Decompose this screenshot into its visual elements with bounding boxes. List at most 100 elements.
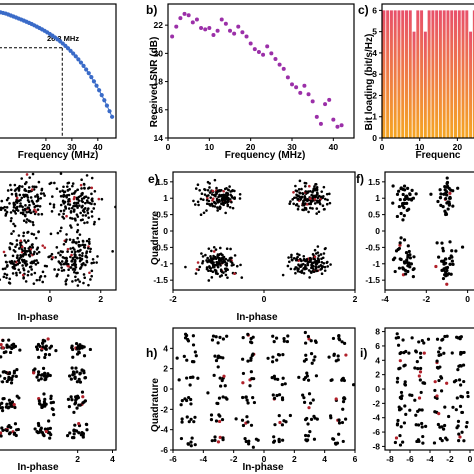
data-point-a (94, 83, 99, 88)
constellation-point-g (18, 348, 22, 352)
constellation-point-d (73, 270, 76, 274)
constellation-point-e (200, 192, 204, 196)
constellation-point-e (313, 202, 317, 205)
constellation-point-h (220, 417, 225, 422)
constellation-point-d (85, 239, 89, 243)
constellation-point-i (465, 420, 469, 425)
constellation-point-h (310, 361, 314, 365)
constellation-point-d (50, 252, 54, 256)
plot-area-h (175, 330, 355, 449)
constellation-point-f (440, 259, 444, 263)
constellation-point-d (90, 261, 93, 265)
panel-letter-h: h) (146, 346, 157, 360)
constellation-point-d (39, 274, 43, 278)
constellation-point-i (399, 351, 403, 355)
constellation-point-d (82, 281, 85, 285)
axis-label-d-x: In-phase (17, 312, 59, 323)
constellation-point-e (314, 188, 317, 192)
constellation-point-i (459, 383, 463, 387)
constellation-point-i (413, 398, 417, 402)
constellation-point-h (185, 358, 189, 362)
x-tick-label-a: 20 (41, 142, 51, 152)
constellation-point-e (313, 248, 317, 252)
constellation-point-h (249, 423, 254, 427)
constellation-point-d (48, 182, 52, 186)
constellation-point-f (402, 238, 407, 242)
constellation-point-f (404, 272, 408, 276)
constellation-point-e (228, 205, 232, 209)
data-point-b (182, 11, 187, 16)
data-point-a (91, 79, 97, 84)
constellation-point-g (80, 390, 85, 394)
constellation-point-e (194, 187, 198, 190)
constellation-point-h (307, 392, 312, 396)
constellation-point-e (230, 261, 234, 265)
constellation-point-e (309, 260, 312, 263)
constellation-point-d (56, 231, 60, 235)
y-tick-label-i: 4 (375, 355, 380, 365)
constellation-point-h (313, 355, 317, 359)
constellation-point-f (448, 196, 452, 200)
constellation-point-d (64, 282, 68, 286)
constellation-point-h (314, 374, 319, 378)
constellation-point-d (27, 186, 31, 189)
constellation-point-d (10, 192, 14, 196)
constellation-point-e (297, 205, 300, 208)
constellation-point-h (273, 377, 277, 381)
constellation-point-h (286, 334, 290, 338)
constellation-point-h (245, 398, 249, 402)
axes-frame-c (381, 3, 474, 139)
data-point-a (76, 57, 81, 62)
constellation-point-d (51, 256, 55, 259)
constellation-point-h (248, 384, 252, 388)
constellation-point-g (14, 374, 18, 378)
constellation-point-d (25, 181, 28, 184)
constellation-point-d (19, 239, 23, 243)
constellation-point-h (214, 358, 219, 363)
constellation-point-h (206, 391, 210, 395)
constellation-point-d (18, 205, 22, 208)
constellation-point-d (10, 232, 13, 236)
constellation-point-e (309, 270, 313, 274)
constellation-point-d (64, 206, 67, 209)
constellation-point-f (406, 255, 410, 259)
constellation-point-d (53, 268, 56, 271)
constellation-point-d (74, 279, 77, 282)
constellation-point-d (73, 250, 77, 254)
constellation-point-d (68, 238, 72, 241)
constellation-point-f (439, 203, 443, 207)
constellation-point-i (416, 367, 420, 371)
constellation-point-d (65, 259, 68, 262)
constellation-point-e (305, 198, 309, 201)
constellation-point-d (88, 242, 91, 245)
constellation-point-e (328, 192, 331, 196)
axes-frame-h (172, 327, 356, 451)
constellation-point-f (412, 255, 416, 259)
constellation-point-e (204, 253, 207, 257)
constellation-point-f (441, 249, 445, 253)
constellation-point-i (417, 374, 421, 378)
constellation-point-f (445, 268, 449, 273)
constellation-point-d (43, 264, 47, 268)
constellation-point-f (406, 269, 410, 274)
data-point-b (277, 62, 282, 67)
y-tick-label-e: 1.5 (156, 177, 168, 187)
constellation-point-e (300, 187, 303, 191)
bar-c (382, 10, 386, 138)
data-point-b (265, 44, 270, 49)
constellation-point-e (314, 182, 317, 186)
constellation-point-d (8, 260, 12, 264)
constellation-point-e (304, 208, 308, 211)
constellation-point-d (73, 259, 77, 263)
constellation-point-i (417, 408, 422, 412)
constellation-point-d (26, 196, 30, 199)
constellation-point-e (312, 189, 315, 193)
constellation-point-e (323, 247, 327, 251)
constellation-point-d (17, 234, 21, 237)
constellation-point-e (192, 199, 195, 203)
constellation-point-e (211, 270, 215, 274)
constellation-point-e (221, 202, 224, 206)
constellation-point-e (209, 254, 212, 258)
constellation-point-e (300, 196, 304, 199)
constellation-point-d (84, 214, 88, 217)
